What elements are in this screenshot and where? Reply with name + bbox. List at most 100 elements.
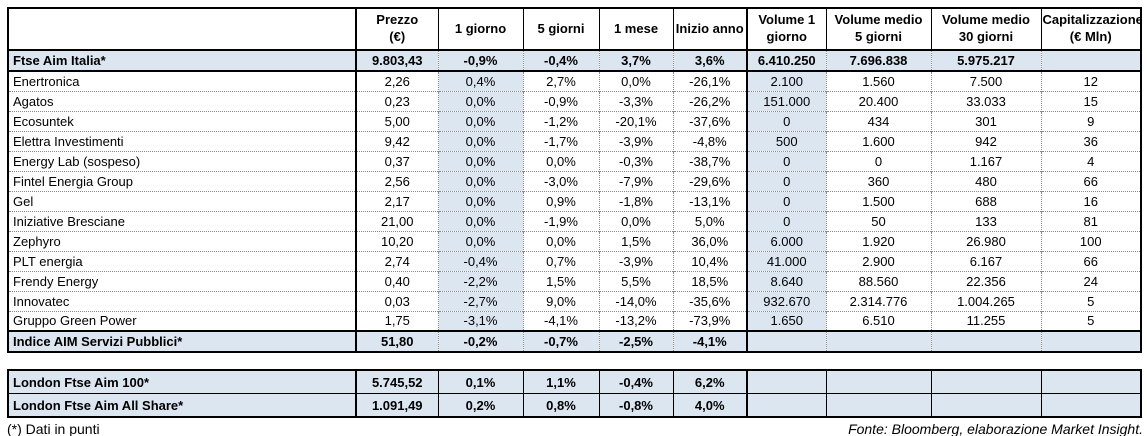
- cell-mese-1: 1,5%: [598, 230, 673, 251]
- table-header: Prezzo (€) 1 giorno 5 giorni 1 mese Inizio a…: [7, 7, 1142, 51]
- row-label: Zephyro: [7, 230, 356, 251]
- cell-mese-1: 0,0%: [598, 210, 673, 231]
- cell-mese-1: -2,5%: [598, 330, 673, 353]
- cell-volume-medio-30-giorni: 1.004.265: [930, 290, 1041, 311]
- cell-capitalizzazione: 9: [1040, 110, 1141, 131]
- cell-giorno-1: 0,0%: [437, 170, 523, 191]
- row-label: Innovatec: [7, 290, 356, 311]
- company-row: Innovatec 0,03 -2,7% 9,0% -14,0% -35,6% 932.67…: [7, 290, 1141, 311]
- cell-prezzo: 9.803,43: [355, 49, 438, 72]
- cell-capitalizzazione: 16: [1040, 190, 1141, 211]
- cell-giorno-1: 0,0%: [437, 130, 523, 151]
- company-row: Enertronica 2,26 0,4% 2,7% 0,0% -26,1% 2.100 1.…: [7, 70, 1141, 91]
- cell-inizio-anno: -4,1%: [672, 330, 747, 353]
- cell-volume-1-giorno: 932.670: [746, 290, 826, 311]
- header-row: Prezzo (€) 1 giorno 5 giorni 1 mese Inizio a…: [7, 7, 1142, 51]
- cell-mese-1: -3,9%: [598, 130, 673, 151]
- row-label: Energy Lab (sospeso): [7, 150, 356, 171]
- cell-inizio-anno: -26,2%: [672, 90, 747, 111]
- cell-volume-1-giorno: [746, 330, 826, 353]
- row-label: London Ftse Aim 100*: [7, 369, 357, 394]
- cell-volume-1-giorno: 41.000: [746, 250, 826, 271]
- row-label: Gruppo Green Power: [7, 310, 356, 331]
- cell-volume-medio-5-giorni: 2.314.776: [825, 290, 931, 311]
- cell-mese-1: -3,9%: [598, 250, 673, 271]
- column-header-volume-medio-30-giorni: Volume medio 30 giorni: [930, 7, 1042, 51]
- cell-volume-medio-30-giorni: 33.033: [930, 90, 1041, 111]
- cell-capitalizzazione: 5: [1040, 290, 1141, 311]
- cell-volume-1-giorno: 6.000: [746, 230, 826, 251]
- cell-volume-medio-30-giorni: 5.975.217: [930, 49, 1041, 72]
- cell-volume-medio-30-giorni: 133: [930, 210, 1041, 231]
- cell-giorno-1: 0,1%: [437, 369, 524, 394]
- cell-giorno-1: -0,2%: [437, 330, 523, 353]
- cell-inizio-anno: 36,0%: [672, 230, 747, 251]
- cell-volume-medio-30-giorni: 22.356: [930, 270, 1041, 291]
- cell-prezzo: 0,03: [355, 290, 438, 311]
- cell-volume-medio-5-giorni: 0: [825, 150, 931, 171]
- cell-volume-1-giorno: 0: [746, 190, 826, 211]
- company-row: Fintel Energia Group 2,56 0,0% -3,0% -7,9% -2…: [7, 170, 1141, 191]
- cell-giorni-5: 0,0%: [522, 230, 599, 251]
- cell-prezzo: 1,75: [355, 310, 438, 331]
- cell-prezzo: 2,74: [355, 250, 438, 271]
- cell-capitalizzazione: 5: [1040, 310, 1141, 331]
- column-header-volume-medio-5-giorni: Volume medio 5 giorni: [825, 7, 932, 51]
- cell-mese-1: -7,9%: [598, 170, 673, 191]
- cell-prezzo: 2,17: [355, 190, 438, 211]
- company-row: Ecosuntek 5,00 0,0% -1,2% -20,1% -37,6% 0 434 30…: [7, 110, 1141, 131]
- cell-prezzo: 0,23: [355, 90, 438, 111]
- cell-inizio-anno: -73,9%: [672, 310, 747, 331]
- cell-volume-medio-5-giorni: 1.600: [825, 130, 931, 151]
- cell-giorni-5: 1,1%: [522, 369, 600, 394]
- cell-volume-1-giorno: 0: [746, 110, 826, 131]
- cell-mese-1: -20,1%: [598, 110, 673, 131]
- cell-inizio-anno: -26,1%: [672, 70, 747, 91]
- company-row: Energy Lab (sospeso) 0,37 0,0% 0,0% -0,3% -38…: [7, 150, 1141, 171]
- cell-giorni-5: -4,1%: [522, 310, 599, 331]
- london-row: London Ftse Aim All Share* 1.091,49 0,2% 0,…: [7, 393, 1142, 418]
- cell-volume-medio-30-giorni: 26.980: [930, 230, 1041, 251]
- cell-prezzo: 5,00: [355, 110, 438, 131]
- column-header-capitalizzazione: Capitalizzazione (€ Mln): [1040, 7, 1142, 51]
- cell-volume-medio-5-giorni: 50: [825, 210, 931, 231]
- row-label: Ftse Aim Italia*: [7, 49, 356, 72]
- cell-volume-medio-5-giorni: 20.400: [825, 90, 931, 111]
- cell-capitalizzazione: 100: [1040, 230, 1141, 251]
- cell-volume-1-giorno: 6.410.250: [746, 49, 826, 72]
- cell-volume-medio-5-giorni: 1.500: [825, 190, 931, 211]
- cell-giorno-1: 0,2%: [437, 393, 524, 418]
- company-row: Agatos 0,23 0,0% -0,9% -3,3% -26,2% 151.000 20.…: [7, 90, 1141, 111]
- cell-mese-1: -1,8%: [598, 190, 673, 211]
- cell-volume-medio-30-giorni: 7.500: [930, 70, 1041, 91]
- cell-mese-1: -14,0%: [598, 290, 673, 311]
- cell-volume-medio-5-giorni: 1.920: [825, 230, 931, 251]
- row-label: Fintel Energia Group: [7, 170, 356, 191]
- cell-giorni-5: 0,7%: [522, 250, 599, 271]
- cell-capitalizzazione: 4: [1040, 150, 1141, 171]
- cell-volume-medio-5-giorni: 7.696.838: [825, 49, 931, 72]
- cell-prezzo: 0,40: [355, 270, 438, 291]
- cell-giorno-1: 0,0%: [437, 190, 523, 211]
- cell-prezzo: 10,20: [355, 230, 438, 251]
- cell-capitalizzazione: 12: [1040, 70, 1141, 91]
- column-header-prezzo: Prezzo (€): [355, 7, 439, 51]
- cell-volume-medio-30-giorni: 301: [930, 110, 1041, 131]
- cell-mese-1: -0,8%: [598, 393, 674, 418]
- cell-volume-medio-5-giorni: [825, 369, 932, 394]
- cell-capitalizzazione: 66: [1040, 170, 1141, 191]
- cell-capitalizzazione: [1040, 49, 1141, 72]
- column-header-inizio-anno: Inizio anno: [672, 7, 748, 51]
- row-label: PLT energia: [7, 250, 356, 271]
- cell-volume-medio-5-giorni: [825, 393, 932, 418]
- cell-giorni-5: -1,9%: [522, 210, 599, 231]
- cell-inizio-anno: -37,6%: [672, 110, 747, 131]
- company-row: Elettra Investimenti 9,42 0,0% -1,7% -3,9% -4…: [7, 130, 1141, 151]
- cell-giorni-5: 0,9%: [522, 190, 599, 211]
- cell-volume-medio-30-giorni: [930, 393, 1042, 418]
- cell-volume-1-giorno: 1.650: [746, 310, 826, 331]
- index-row: Indice AIM Servizi Pubblici* 51,80 -0,2% -0…: [7, 330, 1141, 353]
- cell-volume-medio-30-giorni: 480: [930, 170, 1041, 191]
- cell-prezzo: 2,26: [355, 70, 438, 91]
- cell-giorni-5: 1,5%: [522, 270, 599, 291]
